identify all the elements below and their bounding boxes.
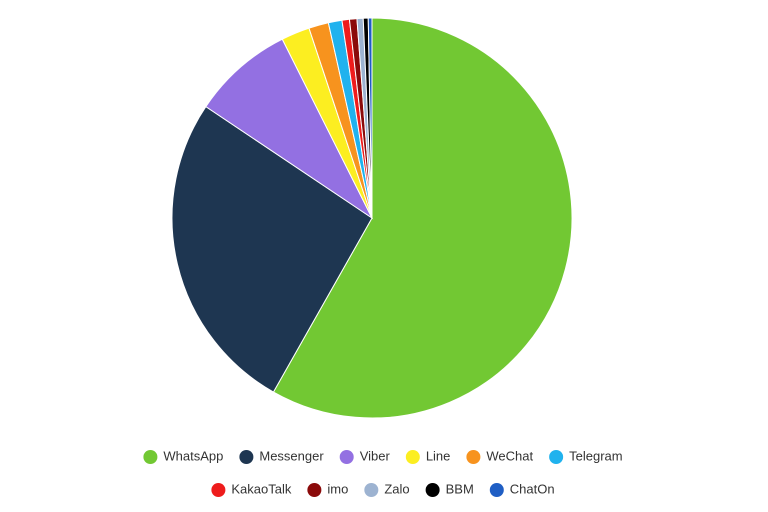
legend-label[interactable]: Messenger [259, 448, 324, 463]
legend-marker[interactable] [405, 450, 420, 464]
legend-label[interactable]: WhatsApp [163, 448, 223, 463]
legend-label[interactable]: Telegram [569, 448, 622, 463]
legend-marker[interactable] [425, 483, 440, 497]
legend-label[interactable]: WeChat [486, 448, 533, 463]
legend-label[interactable]: KakaoTalk [231, 481, 291, 496]
pie-slice [205, 38, 374, 220]
legend-marker[interactable] [364, 483, 379, 497]
legend-label[interactable]: Viber [360, 448, 391, 463]
legend-marker[interactable] [307, 483, 322, 497]
legend-label[interactable]: imo [327, 481, 348, 496]
legend-marker[interactable] [239, 450, 254, 464]
pie-slice [272, 17, 573, 419]
legend-label[interactable]: Line [426, 448, 451, 463]
legend-marker[interactable] [549, 450, 564, 464]
pie-slice [171, 105, 373, 393]
legend-marker[interactable] [466, 450, 481, 464]
legend-label[interactable]: BBM [446, 481, 474, 496]
legend-marker[interactable] [489, 483, 504, 497]
legend-marker[interactable] [339, 450, 354, 464]
legend-marker[interactable] [143, 450, 158, 464]
pie-slice [367, 17, 373, 219]
legend-label[interactable]: Zalo [384, 481, 409, 496]
legend-marker[interactable] [211, 483, 226, 497]
legend-label[interactable]: ChatOn [510, 481, 555, 496]
